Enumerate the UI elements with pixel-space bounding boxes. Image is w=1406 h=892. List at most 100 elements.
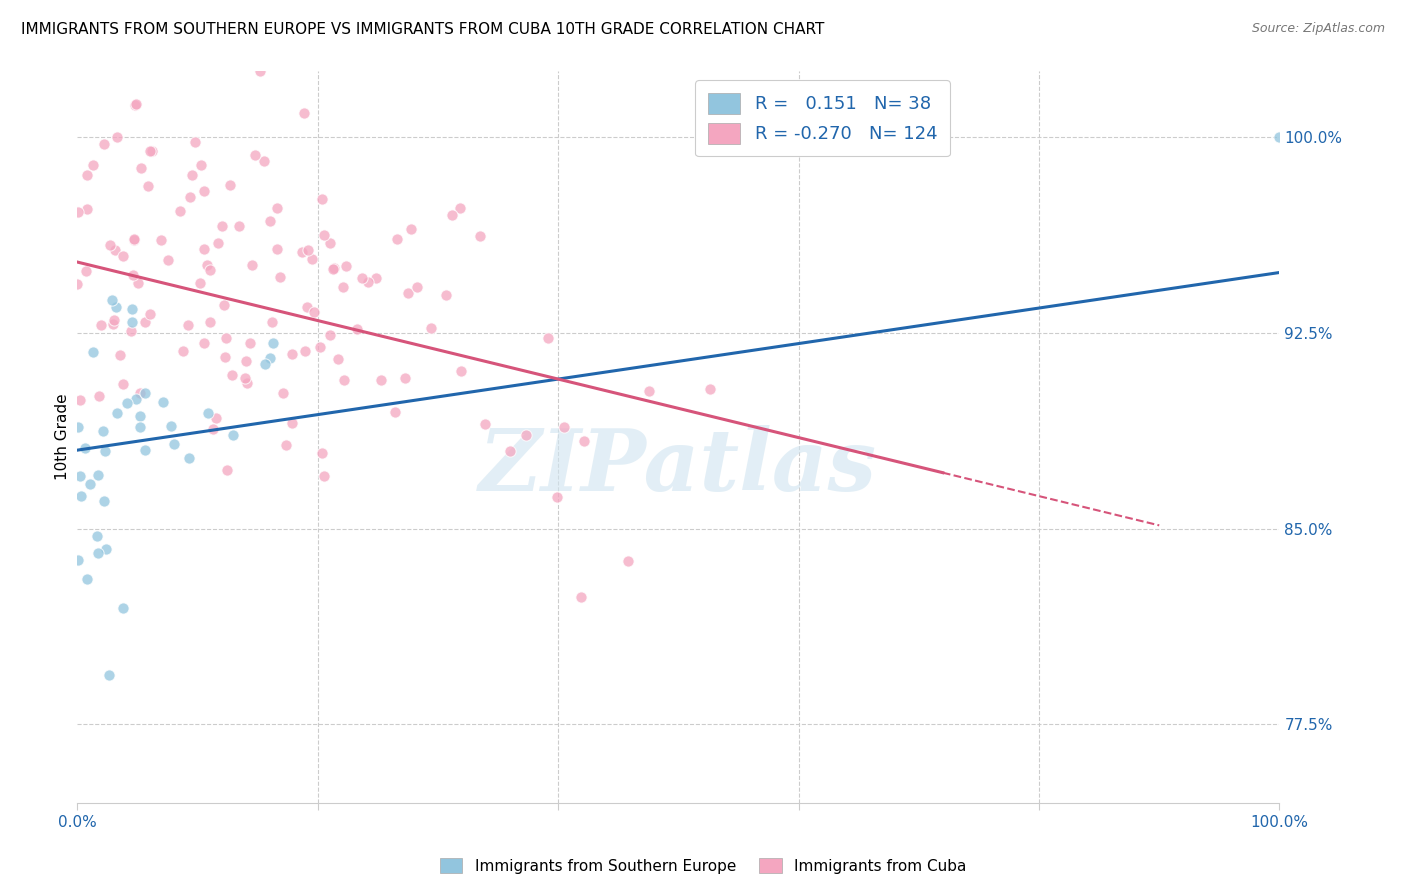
- Point: [297, 243, 319, 257]
- Point: [370, 372, 392, 386]
- Point: [76, 168, 98, 182]
- Point: [335, 260, 357, 274]
- Point: [617, 554, 640, 568]
- Point: [198, 262, 221, 277]
- Point: [271, 385, 294, 400]
- Point: [249, 64, 271, 78]
- Point: [103, 317, 125, 331]
- Point: [1268, 129, 1291, 144]
- Point: [242, 258, 264, 272]
- Point: [125, 392, 148, 406]
- Point: [276, 437, 298, 451]
- Point: [86, 529, 108, 543]
- Point: [350, 270, 373, 285]
- Point: [319, 236, 342, 251]
- Point: [308, 340, 330, 354]
- Point: [125, 97, 148, 112]
- Point: [152, 395, 174, 409]
- Point: [177, 318, 200, 333]
- Point: [259, 351, 281, 365]
- Point: [235, 370, 257, 384]
- Point: [134, 386, 156, 401]
- Point: [101, 293, 124, 308]
- Point: [93, 424, 115, 438]
- Point: [112, 249, 135, 263]
- Point: [177, 450, 200, 465]
- Point: [214, 350, 236, 364]
- Point: [67, 420, 90, 434]
- Point: [211, 219, 233, 233]
- Point: [122, 268, 145, 283]
- Point: [364, 270, 387, 285]
- Point: [76, 572, 98, 586]
- Point: [499, 444, 522, 458]
- Point: [205, 410, 228, 425]
- Text: IMMIGRANTS FROM SOUTHERN EUROPE VS IMMIGRANTS FROM CUBA 10TH GRADE CORRELATION C: IMMIGRANTS FROM SOUTHERN EUROPE VS IMMIG…: [21, 22, 824, 37]
- Point: [93, 494, 115, 508]
- Point: [73, 441, 96, 455]
- Point: [515, 427, 537, 442]
- Point: [128, 419, 150, 434]
- Point: [66, 553, 89, 567]
- Point: [259, 214, 281, 228]
- Point: [294, 343, 316, 358]
- Point: [333, 373, 356, 387]
- Point: [108, 348, 131, 362]
- Point: [322, 262, 344, 277]
- Point: [399, 221, 422, 235]
- Point: [115, 396, 138, 410]
- Point: [553, 420, 575, 434]
- Point: [121, 315, 143, 329]
- Point: [190, 158, 212, 172]
- Point: [319, 327, 342, 342]
- Point: [124, 233, 146, 247]
- Point: [546, 490, 568, 504]
- Point: [180, 169, 202, 183]
- Y-axis label: 10th Grade: 10th Grade: [55, 393, 70, 481]
- Point: [311, 192, 333, 206]
- Point: [87, 389, 110, 403]
- Point: [328, 351, 350, 366]
- Point: [160, 419, 183, 434]
- Point: [141, 144, 163, 158]
- Point: [131, 161, 153, 176]
- Point: [134, 443, 156, 458]
- Point: [90, 318, 112, 332]
- Point: [346, 322, 368, 336]
- Point: [470, 229, 492, 244]
- Point: [572, 434, 595, 448]
- Point: [138, 145, 160, 159]
- Point: [163, 437, 186, 451]
- Point: [311, 446, 333, 460]
- Point: [79, 476, 101, 491]
- Point: [105, 130, 128, 145]
- Point: [98, 667, 121, 681]
- Point: [449, 201, 471, 215]
- Legend: R =   0.151   N= 38, R = -0.270   N= 124: R = 0.151 N= 38, R = -0.270 N= 124: [695, 80, 950, 156]
- Point: [82, 345, 104, 359]
- Point: [253, 357, 276, 371]
- Point: [419, 321, 441, 335]
- Point: [134, 315, 156, 329]
- Point: [156, 253, 179, 268]
- Point: [312, 227, 335, 242]
- Point: [121, 301, 143, 316]
- Point: [396, 285, 419, 300]
- Point: [112, 600, 135, 615]
- Text: ZIPatlas: ZIPatlas: [479, 425, 877, 508]
- Point: [124, 98, 146, 112]
- Point: [569, 590, 592, 604]
- Point: [98, 238, 121, 252]
- Point: [302, 304, 325, 318]
- Point: [104, 243, 127, 257]
- Point: [262, 336, 284, 351]
- Point: [537, 331, 560, 345]
- Point: [111, 377, 134, 392]
- Point: [440, 208, 463, 222]
- Point: [394, 370, 416, 384]
- Point: [301, 252, 323, 267]
- Point: [193, 184, 215, 198]
- Point: [207, 235, 229, 250]
- Point: [184, 135, 207, 149]
- Point: [128, 409, 150, 423]
